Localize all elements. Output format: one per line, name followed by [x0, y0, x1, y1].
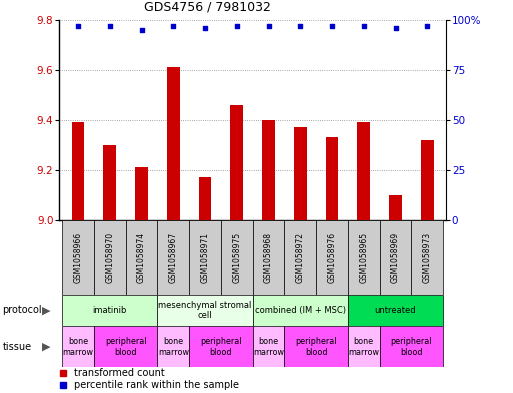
Text: bone
marrow: bone marrow: [158, 337, 189, 356]
Bar: [326, 138, 339, 220]
Text: GDS4756 / 7981032: GDS4756 / 7981032: [144, 1, 270, 14]
Text: GSM1058965: GSM1058965: [359, 232, 368, 283]
Text: GSM1058966: GSM1058966: [73, 232, 83, 283]
Point: [106, 22, 114, 29]
Point: [169, 22, 177, 29]
Bar: [62, 295, 157, 326]
Point: [74, 22, 82, 29]
Bar: [316, 220, 348, 295]
Text: GSM1058967: GSM1058967: [169, 232, 178, 283]
Text: percentile rank within the sample: percentile rank within the sample: [74, 380, 240, 390]
Point: [360, 22, 368, 29]
Text: untreated: untreated: [374, 306, 417, 315]
Text: peripheral
blood: peripheral blood: [200, 337, 242, 356]
Text: GSM1058972: GSM1058972: [296, 232, 305, 283]
Text: mesenchymal stromal
cell: mesenchymal stromal cell: [159, 301, 252, 320]
Point: [423, 22, 431, 29]
Point: [201, 24, 209, 31]
Bar: [348, 326, 380, 367]
Bar: [72, 122, 85, 220]
Bar: [421, 140, 433, 220]
Point: [328, 22, 336, 29]
Text: peripheral
blood: peripheral blood: [105, 337, 146, 356]
Text: GSM1058976: GSM1058976: [327, 232, 337, 283]
Bar: [199, 178, 211, 220]
Point: [137, 26, 146, 33]
Bar: [104, 145, 116, 220]
Text: tissue: tissue: [3, 342, 32, 352]
Bar: [94, 326, 157, 367]
Bar: [253, 326, 284, 367]
Bar: [284, 326, 348, 367]
Bar: [126, 220, 157, 295]
Point: [391, 24, 400, 31]
Text: combined (IM + MSC): combined (IM + MSC): [255, 306, 346, 315]
Bar: [284, 220, 316, 295]
Bar: [411, 220, 443, 295]
Bar: [62, 220, 94, 295]
Text: GSM1058969: GSM1058969: [391, 232, 400, 283]
Bar: [380, 220, 411, 295]
Bar: [253, 220, 284, 295]
Text: peripheral
blood: peripheral blood: [295, 337, 337, 356]
Text: bone
marrow: bone marrow: [253, 337, 284, 356]
Text: GSM1058975: GSM1058975: [232, 232, 241, 283]
Text: transformed count: transformed count: [74, 368, 165, 378]
Text: ▶: ▶: [42, 342, 50, 352]
Bar: [135, 167, 148, 220]
Bar: [348, 220, 380, 295]
Bar: [253, 295, 348, 326]
Text: protocol: protocol: [3, 305, 42, 316]
Text: bone
marrow: bone marrow: [348, 337, 379, 356]
Text: GSM1058971: GSM1058971: [201, 232, 209, 283]
Bar: [348, 295, 443, 326]
Bar: [157, 295, 253, 326]
Bar: [389, 195, 402, 220]
Bar: [358, 122, 370, 220]
Bar: [157, 326, 189, 367]
Bar: [221, 220, 253, 295]
Bar: [189, 326, 253, 367]
Text: ▶: ▶: [42, 305, 50, 316]
Text: GSM1058968: GSM1058968: [264, 232, 273, 283]
Text: imatinib: imatinib: [93, 306, 127, 315]
Text: GSM1058970: GSM1058970: [105, 232, 114, 283]
Bar: [62, 326, 94, 367]
Bar: [230, 105, 243, 220]
Text: GSM1058973: GSM1058973: [423, 232, 432, 283]
Text: bone
marrow: bone marrow: [63, 337, 93, 356]
Bar: [380, 326, 443, 367]
Text: GSM1058974: GSM1058974: [137, 232, 146, 283]
Bar: [294, 127, 307, 220]
Point: [296, 22, 304, 29]
Bar: [189, 220, 221, 295]
Bar: [94, 220, 126, 295]
Bar: [157, 220, 189, 295]
Point: [233, 22, 241, 29]
Bar: [262, 120, 275, 220]
Bar: [167, 67, 180, 220]
Text: peripheral
blood: peripheral blood: [390, 337, 432, 356]
Point: [264, 22, 272, 29]
